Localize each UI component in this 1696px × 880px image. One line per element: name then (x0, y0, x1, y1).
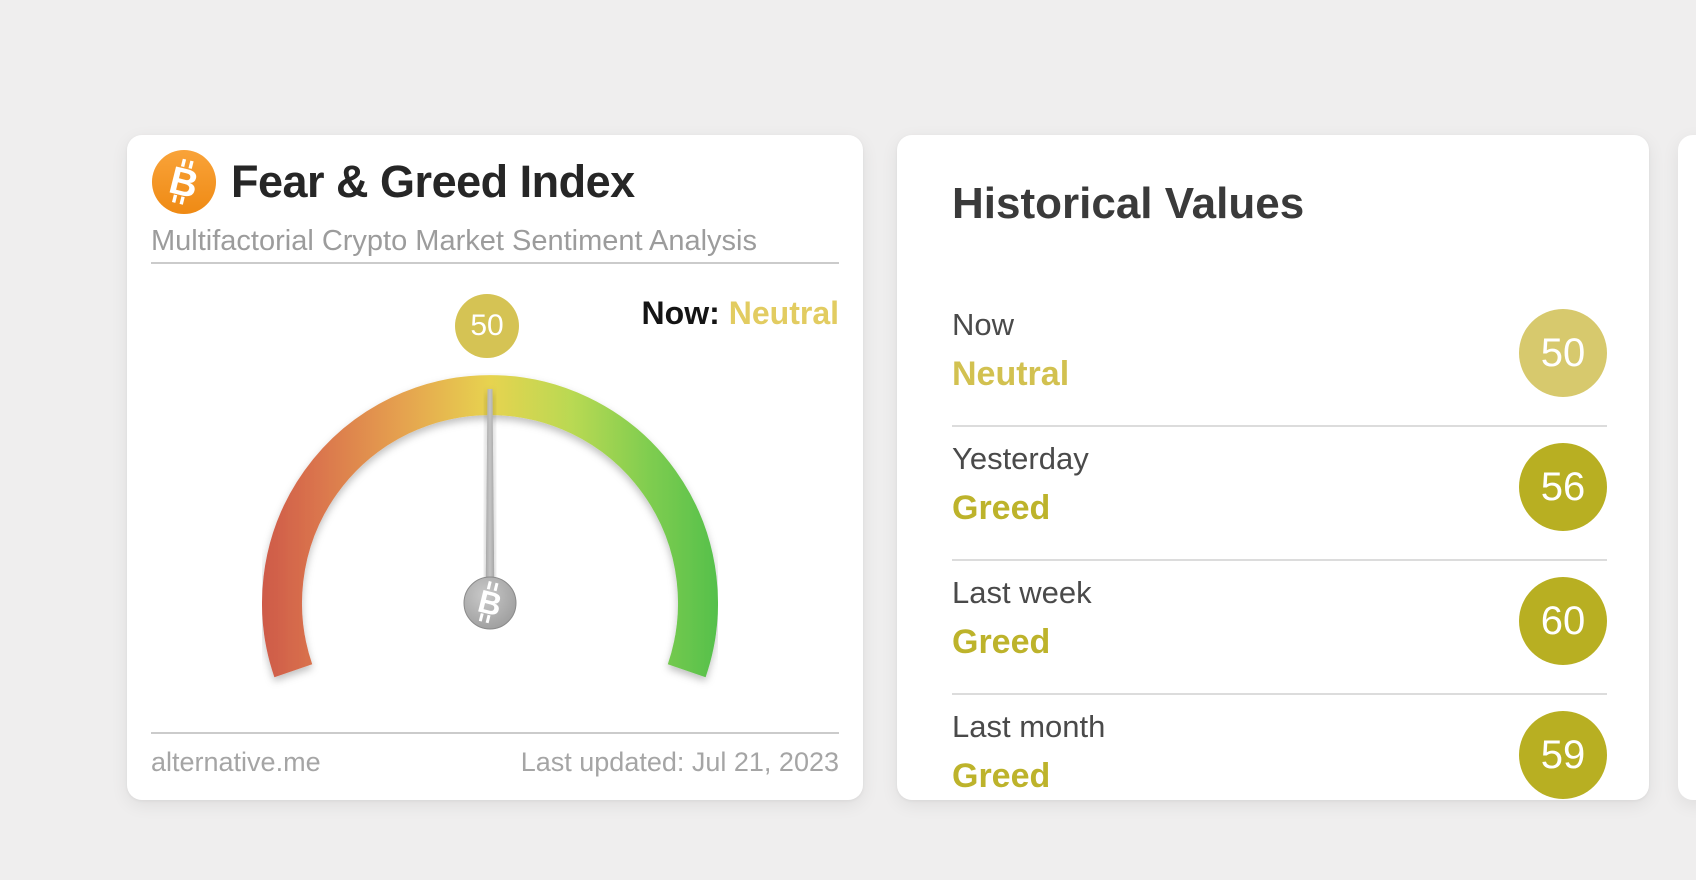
now-indicator: Now: Neutral (642, 295, 839, 332)
fng-title: Fear & Greed Index (231, 156, 635, 207)
now-sentiment: Neutral (728, 295, 839, 331)
now-label: Now: (641, 295, 720, 331)
row-value-badge: 50 (1519, 309, 1607, 397)
row-classification: Greed (952, 623, 1051, 661)
footer-divider (151, 732, 839, 734)
row-period-label: Last week (952, 575, 1092, 610)
historical-row: Yesterday Greed 56 (952, 425, 1607, 559)
fear-greed-card: B Fear & Greed Index Multifactorial Cryp… (127, 135, 863, 800)
historical-title: Historical Values (952, 179, 1305, 228)
bitcoin-icon: B (151, 149, 217, 215)
row-classification: Greed (952, 757, 1051, 795)
row-period-label: Last month (952, 709, 1106, 744)
fear-greed-gauge: B (262, 375, 718, 678)
historical-row: Now Neutral 50 (952, 293, 1607, 425)
header-divider (151, 262, 839, 264)
row-classification: Neutral (952, 355, 1070, 393)
row-period-label: Yesterday (952, 441, 1089, 476)
gauge-value-text: 50 (470, 309, 504, 342)
row-value-badge: 60 (1519, 577, 1607, 665)
row-value-badge: 56 (1519, 443, 1607, 531)
fng-header: B Fear & Greed Index (151, 149, 635, 215)
gauge-value-bubble: 50 (455, 294, 519, 358)
historical-row: Last week Greed 60 (952, 559, 1607, 693)
fng-footer: alternative.me Last updated: Jul 21, 202… (151, 747, 839, 778)
row-classification: Greed (952, 489, 1051, 527)
historical-row: Last month Greed 59 (952, 693, 1607, 800)
last-updated: Last updated: Jul 21, 2023 (520, 747, 839, 777)
needle-hub (463, 576, 517, 630)
historical-card: Historical Values Now Neutral 50 Yesterd… (897, 135, 1649, 800)
source-link[interactable]: alternative.me (151, 747, 321, 777)
row-period-label: Now (952, 307, 1015, 342)
next-card-edge (1678, 135, 1696, 800)
fng-subtitle: Multifactorial Crypto Market Sentiment A… (151, 225, 757, 257)
row-value-badge: 59 (1519, 711, 1607, 799)
historical-rows: Now Neutral 50 Yesterday Greed 56 Last w… (952, 293, 1607, 800)
gauge-needle: B (463, 389, 517, 630)
